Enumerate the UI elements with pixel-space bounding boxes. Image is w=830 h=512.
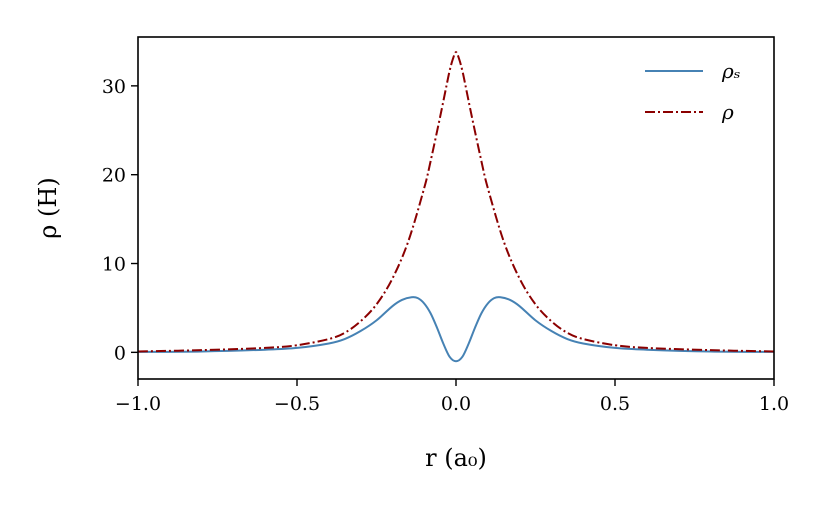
- y-tick-label: 10: [102, 254, 126, 276]
- x-axis-label: r (a₀): [425, 444, 487, 472]
- series-line-rho-s: [138, 296, 774, 363]
- y-axis-label: ρ (H): [34, 177, 62, 238]
- legend-label-rho: ρ: [721, 100, 734, 124]
- y-axis: 0 10 20 30: [102, 76, 138, 364]
- x-axis: −1.0 −0.5 0.0 0.5 1.0: [115, 379, 789, 415]
- y-tick-label: 20: [102, 165, 126, 187]
- series-layer: [138, 51, 774, 363]
- x-tick-label: 0.5: [600, 393, 630, 415]
- y-tick-label: 30: [102, 76, 126, 98]
- legend: ρₛ ρ: [645, 59, 741, 124]
- series-line-rho: [138, 51, 774, 353]
- y-tick-label: 0: [114, 342, 126, 364]
- legend-label-rho-s: ρₛ: [721, 59, 741, 83]
- plot-area: [138, 37, 774, 379]
- x-tick-label: 0.0: [441, 393, 471, 415]
- x-tick-label: −1.0: [115, 393, 161, 415]
- x-tick-label: 1.0: [759, 393, 789, 415]
- x-tick-label: −0.5: [274, 393, 320, 415]
